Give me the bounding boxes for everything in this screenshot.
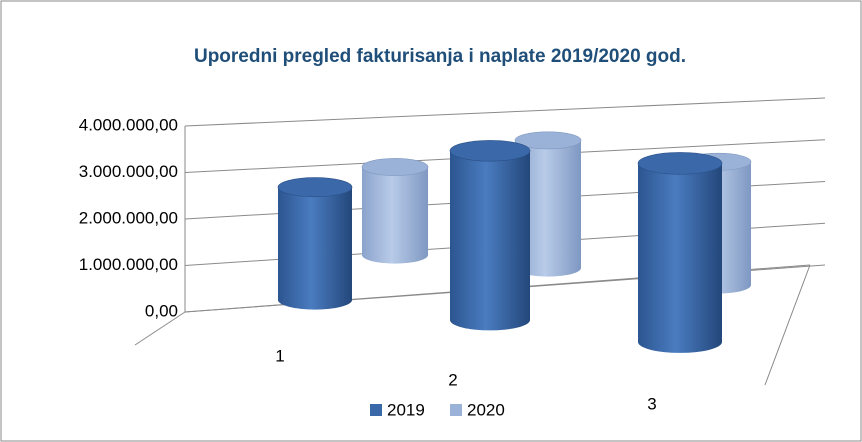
cylinder bbox=[361, 158, 429, 264]
y-tick-label: 3.000.000,00 bbox=[79, 162, 178, 181]
chart-title: Uporedni pregled fakturisanja i naplate … bbox=[194, 46, 686, 67]
x-tick-label: 3 bbox=[647, 394, 656, 413]
cylinder bbox=[637, 152, 723, 353]
cylinder bbox=[514, 131, 582, 277]
legend-swatch bbox=[450, 404, 462, 416]
cylinder-body bbox=[638, 163, 722, 353]
y-tick-label: 4.000.000,00 bbox=[79, 115, 178, 134]
cylinder bbox=[277, 177, 353, 310]
cylinder-top bbox=[449, 140, 531, 162]
cylinder-top bbox=[514, 131, 582, 150]
x-tick-label: 1 bbox=[275, 346, 284, 365]
y-tick-label: 2.000.000,00 bbox=[79, 208, 178, 227]
grid-line bbox=[184, 97, 826, 127]
cylinder-top bbox=[277, 177, 353, 198]
x-tick-label: 2 bbox=[448, 370, 457, 389]
cylinder-top bbox=[361, 158, 429, 176]
cylinder-body bbox=[278, 187, 352, 310]
legend-label: 2019 bbox=[387, 400, 425, 419]
cylinder-body bbox=[515, 140, 581, 277]
legend-label: 2020 bbox=[467, 400, 505, 419]
y-tick-label: 0,00 bbox=[145, 301, 178, 320]
cylinder-body bbox=[362, 167, 428, 264]
cylinder-body bbox=[450, 150, 530, 331]
legend-swatch bbox=[370, 404, 382, 416]
y-tick-label: 1.000.000,00 bbox=[79, 255, 178, 274]
cylinder-top bbox=[637, 152, 723, 175]
cylinder bbox=[449, 140, 531, 331]
